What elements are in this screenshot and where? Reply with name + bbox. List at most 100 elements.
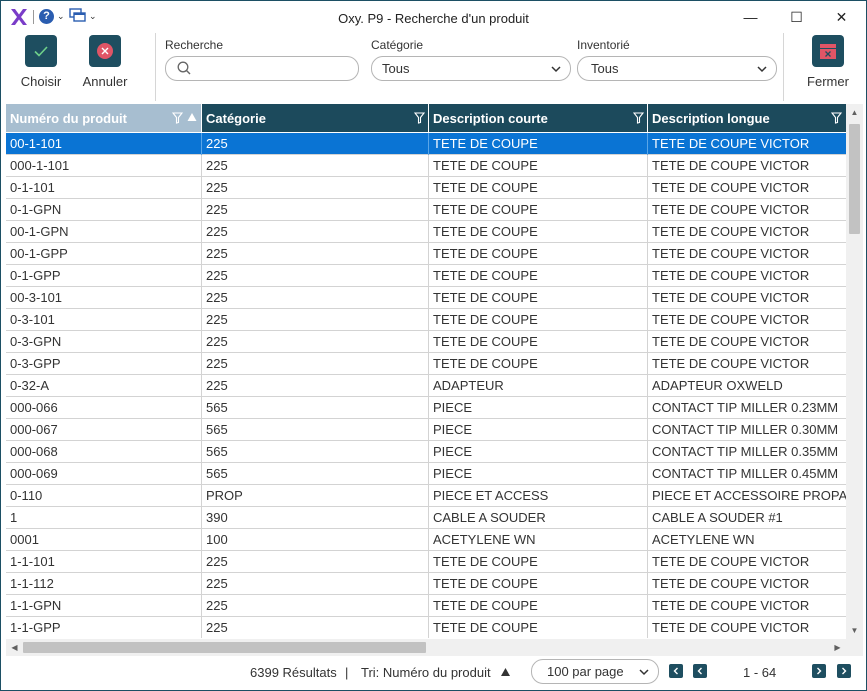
cell-short-description: TETE DE COUPE <box>429 155 648 177</box>
table-row[interactable]: 00-1-GPP 225 TETE DE COUPE TETE DE COUPE VI… <box>6 243 846 265</box>
table-row[interactable]: 0-32-A 225 ADAPTEUR ADAPTEUR OXWELD <box>6 375 846 397</box>
cell-long-description: ACETYLENE WN <box>652 532 755 547</box>
table-row[interactable]: 0-3-GPP 225 TETE DE COUPE TETE DE COUPE VIC… <box>6 353 846 375</box>
cell-category: 565 <box>202 397 429 419</box>
sort-ascending-icon <box>501 668 510 676</box>
cell-short-description: TETE DE COUPE <box>429 243 648 265</box>
category-value: Tous <box>382 61 410 76</box>
previous-page-button[interactable] <box>693 664 707 678</box>
table-row[interactable]: 1 390 CABLE A SOUDER CABLE A SOUDER #1 <box>6 507 846 529</box>
cell-long-description: TETE DE COUPE VICTOR <box>652 246 810 261</box>
cell-product-number: 0001 <box>6 529 202 551</box>
table-row[interactable]: 0-3-GPN 225 TETE DE COUPE TETE DE COUPE VIC… <box>6 331 846 353</box>
cell-category: 565 <box>202 419 429 441</box>
filter-icon[interactable] <box>172 112 183 124</box>
chevron-left-icon <box>673 667 678 675</box>
cell-category: PROP <box>202 485 429 507</box>
filter-icon[interactable] <box>414 112 425 124</box>
sort-ascending-icon[interactable] <box>187 112 197 122</box>
cell-product-number: 000-066 <box>6 397 202 419</box>
cell-long-description: TETE DE COUPE VICTOR <box>652 224 810 239</box>
scroll-down-icon[interactable]: ▼ <box>850 626 859 635</box>
table-row[interactable]: 00-1-101 225 TETE DE COUPE TETE DE COUPE VI… <box>6 133 846 155</box>
cancel-button[interactable]: Annuler <box>79 35 131 89</box>
table-row[interactable]: 000-067 565 PIECE CONTACT TIP MILLER 0.30MM <box>6 419 846 441</box>
inventory-select[interactable]: Tous <box>577 56 777 81</box>
horizontal-scrollbar[interactable]: ◀ ▶ <box>6 639 846 656</box>
cell-product-number: 00-1-101 <box>6 133 202 155</box>
table-row[interactable]: 1-1-GPP 225 TETE DE COUPE TETE DE COUPE VIC… <box>6 617 846 638</box>
horizontal-scroll-thumb[interactable] <box>23 642 426 653</box>
cell-category: 225 <box>202 309 429 331</box>
per-page-select[interactable]: 100 par page <box>531 659 659 684</box>
cell-long-description: TETE DE COUPE VICTOR <box>652 598 810 613</box>
table-row[interactable]: 0-3-101 225 TETE DE COUPE TETE DE COUPE VIC… <box>6 309 846 331</box>
cell-short-description: TETE DE COUPE <box>429 353 648 375</box>
cell-long-description: TETE DE COUPE VICTOR <box>652 268 810 283</box>
cell-short-description: PIECE ET ACCESS <box>429 485 648 507</box>
table-row[interactable]: 1-1-101 225 TETE DE COUPE TETE DE COUPE VIC… <box>6 551 846 573</box>
cell-short-description: TETE DE COUPE <box>429 573 648 595</box>
table-row[interactable]: 00-3-101 225 TETE DE COUPE TETE DE COUPE VI… <box>6 287 846 309</box>
table-row[interactable]: 0-1-GPP 225 TETE DE COUPE TETE DE COUPE VIC… <box>6 265 846 287</box>
windows-dropdown-icon[interactable]: ⌄ <box>89 11 97 21</box>
filter-icon[interactable] <box>831 112 842 124</box>
search-input[interactable] <box>198 60 348 77</box>
chevron-right-icon <box>817 667 822 675</box>
cell-category: 225 <box>202 617 429 638</box>
cell-long-description: TETE DE COUPE VICTOR <box>652 312 810 327</box>
table-row[interactable]: 0-1-101 225 TETE DE COUPE TETE DE COUPE VIC… <box>6 177 846 199</box>
close-window-button[interactable]: ✕ <box>835 9 848 25</box>
vertical-scroll-thumb[interactable] <box>849 124 860 234</box>
scroll-left-icon[interactable]: ◀ <box>11 643 18 652</box>
cell-category: 225 <box>202 287 429 309</box>
minimize-button[interactable]: — <box>743 9 758 25</box>
cell-product-number: 0-1-101 <box>6 177 202 199</box>
toolbar-separator <box>155 33 156 101</box>
column-header-long-description[interactable]: Description longue <box>648 104 846 132</box>
column-header-short-description[interactable]: Description courte <box>429 104 648 132</box>
maximize-button[interactable]: ☐ <box>790 9 803 25</box>
table-row[interactable]: 0001 100 ACETYLENE WN ACETYLENE WN <box>6 529 846 551</box>
scroll-up-icon[interactable]: ▲ <box>850 108 859 117</box>
table-row[interactable]: 1-1-GPN 225 TETE DE COUPE TETE DE COUPE VIC… <box>6 595 846 617</box>
column-header-label: Numéro du produit <box>10 111 127 126</box>
table-row[interactable]: 0-1-GPN 225 TETE DE COUPE TETE DE COUPE VIC… <box>6 199 846 221</box>
vertical-scrollbar[interactable]: ▲ ▼ <box>846 104 863 639</box>
cell-category: 225 <box>202 331 429 353</box>
first-page-button[interactable] <box>669 664 683 678</box>
page-range: 1 - 64 <box>743 665 777 680</box>
close-button[interactable]: Fermer <box>805 35 851 89</box>
help-dropdown-icon[interactable]: ⌄ <box>57 11 65 21</box>
cell-product-number: 00-3-101 <box>6 287 202 309</box>
cell-long-description: CONTACT TIP MILLER 0.35MM <box>652 444 839 459</box>
last-page-button[interactable] <box>837 664 851 678</box>
category-select[interactable]: Tous <box>371 56 571 81</box>
windows-icon[interactable] <box>69 8 87 24</box>
column-header-category[interactable]: Catégorie <box>202 104 429 132</box>
cell-category: 225 <box>202 265 429 287</box>
scroll-right-icon[interactable]: ▶ <box>834 643 841 652</box>
cell-short-description: TETE DE COUPE <box>429 595 648 617</box>
choose-button[interactable]: Choisir <box>17 35 65 89</box>
search-box[interactable] <box>165 56 359 81</box>
next-page-button[interactable] <box>812 664 826 678</box>
table-row[interactable]: 000-068 565 PIECE CONTACT TIP MILLER 0.35MM <box>6 441 846 463</box>
table-row[interactable]: 1-1-112 225 TETE DE COUPE TETE DE COUPE VIC… <box>6 573 846 595</box>
table-row[interactable]: 0-110 PROP PIECE ET ACCESS PIECE ET ACCESSO… <box>6 485 846 507</box>
table-row[interactable]: 000-1-101 225 TETE DE COUPE TETE DE COUPE V… <box>6 155 846 177</box>
cell-category: 225 <box>202 573 429 595</box>
search-icon <box>177 61 191 75</box>
column-header-product-number[interactable]: Numéro du produit <box>6 104 202 132</box>
search-label: Recherche <box>165 38 224 52</box>
cell-long-description: CONTACT TIP MILLER 0.23MM <box>652 400 839 415</box>
table-row[interactable]: 00-1-GPN 225 TETE DE COUPE TETE DE COUPE VI… <box>6 221 846 243</box>
filter-icon[interactable] <box>633 112 644 124</box>
grid-header: Numéro du produit Catégorie Description … <box>6 104 846 132</box>
cell-product-number: 1-1-GPN <box>6 595 202 617</box>
help-icon[interactable]: ? <box>39 9 54 24</box>
cell-long-description: CABLE A SOUDER #1 <box>652 510 783 525</box>
cell-category: 225 <box>202 243 429 265</box>
table-row[interactable]: 000-066 565 PIECE CONTACT TIP MILLER 0.23MM <box>6 397 846 419</box>
table-row[interactable]: 000-069 565 PIECE CONTACT TIP MILLER 0.45MM <box>6 463 846 485</box>
